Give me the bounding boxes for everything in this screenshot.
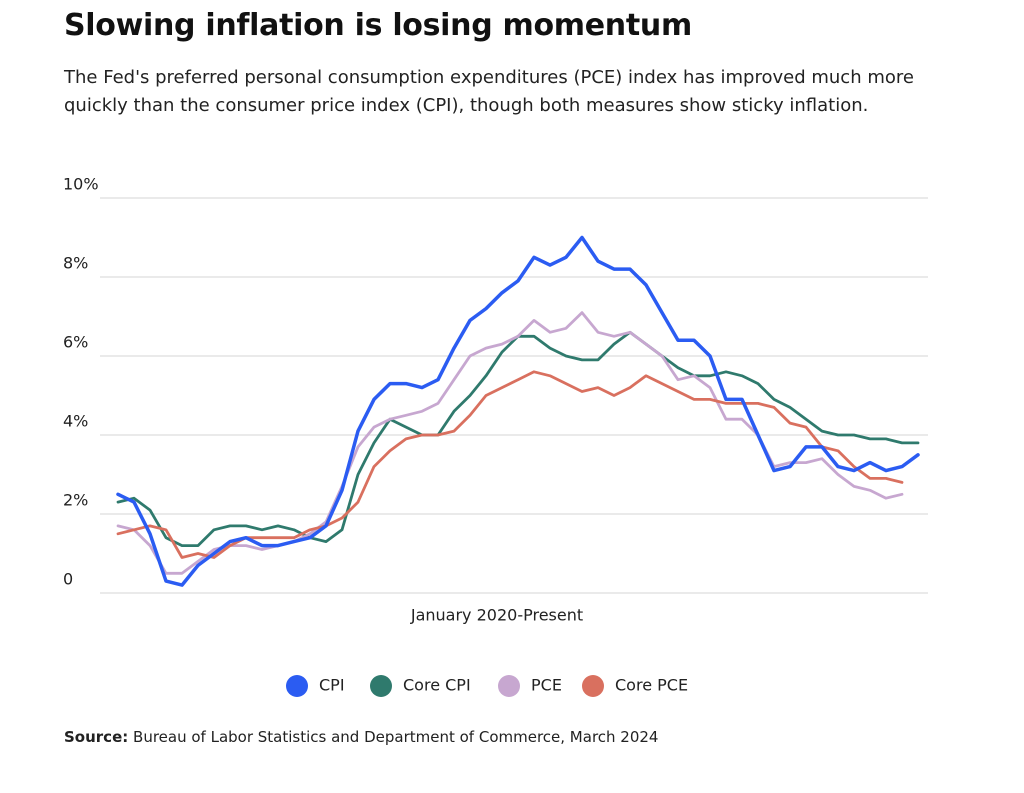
y-tick-label: 8% [63,254,88,273]
y-tick-label: 6% [63,333,88,352]
legend-label: CPI [319,676,345,695]
legend-label: Core PCE [615,676,688,695]
legend-swatch [582,675,604,697]
chart-title: Slowing inflation is losing momentum [64,8,692,43]
y-tick-label: 10% [63,175,99,194]
legend-swatch [498,675,520,697]
legend-swatch [286,675,308,697]
source-text: Bureau of Labor Statistics and Departmen… [133,728,659,746]
legend-swatch [370,675,392,697]
series-line [116,311,904,575]
source-label: Source: [64,728,129,746]
y-tick-label: 0 [63,570,73,589]
y-tick-label: 4% [63,412,88,431]
y-tick-label: 2% [63,491,88,510]
chart-subtitle: The Fed's preferred personal consumption… [64,67,914,116]
legend-label: Core CPI [403,676,471,695]
x-axis-label: January 2020-Present [410,606,583,625]
source: Source: Bureau of Labor Statistics and D… [64,728,658,746]
series-line [116,235,920,587]
legend-label: PCE [531,676,562,695]
